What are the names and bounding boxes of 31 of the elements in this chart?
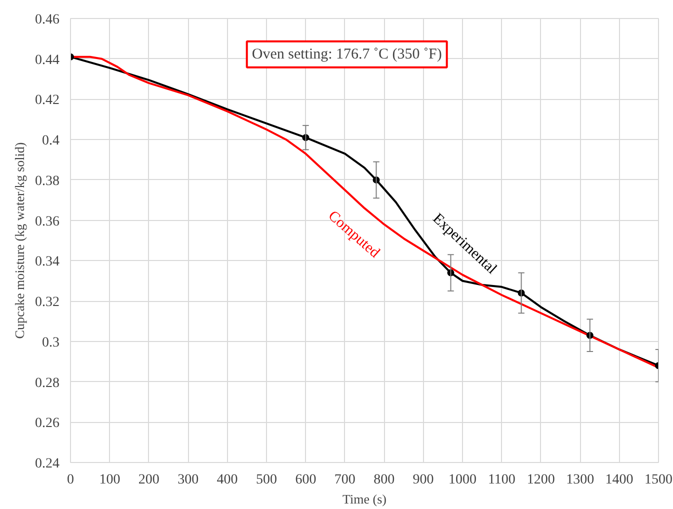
x-tick-label: 1500 [644, 472, 672, 488]
x-tick-label: 300 [178, 472, 199, 488]
x-tick-label: 800 [374, 472, 395, 488]
y-tick-label: 0.26 [35, 416, 60, 432]
y-tick-label: 0.4 [42, 134, 60, 149]
y-tick-label: 0.36 [35, 214, 60, 230]
x-tick-label: 1200 [526, 472, 555, 488]
x-tick-label: 1000 [448, 472, 476, 488]
x-tick-label: 900 [412, 472, 434, 488]
x-tick-label: 100 [99, 472, 120, 488]
x-tick-label: 1100 [488, 472, 516, 488]
x-tick-label: 0 [67, 472, 74, 488]
y-tick-label: 0.44 [35, 52, 60, 68]
y-tick-label: 0.3 [42, 335, 60, 350]
x-tick-label: 700 [334, 472, 356, 488]
y-tick-label: 0.38 [35, 174, 60, 189]
y-tick-label: 0.32 [35, 295, 60, 310]
y-tick-label: 0.42 [35, 93, 60, 108]
x-axis-title: Time (s) [342, 492, 386, 506]
y-axis-title: Cupcake moisture (kg water/kg solid) [12, 142, 27, 339]
x-tick-label: 600 [295, 472, 316, 488]
x-tick-label: 500 [256, 472, 277, 488]
y-tick-label: 0.46 [35, 12, 60, 28]
y-tick-label: 0.24 [35, 456, 60, 472]
y-tick-label: 0.28 [35, 376, 60, 391]
annotation: Oven setting: 176.7 ˚C (350 ˚F) [252, 46, 442, 62]
x-tick-label: 1400 [605, 472, 634, 488]
x-tick-label: 400 [216, 472, 238, 488]
x-tick-label: 200 [138, 472, 160, 488]
x-tick-label: 1300 [566, 472, 594, 488]
y-tick-label: 0.34 [35, 254, 60, 270]
